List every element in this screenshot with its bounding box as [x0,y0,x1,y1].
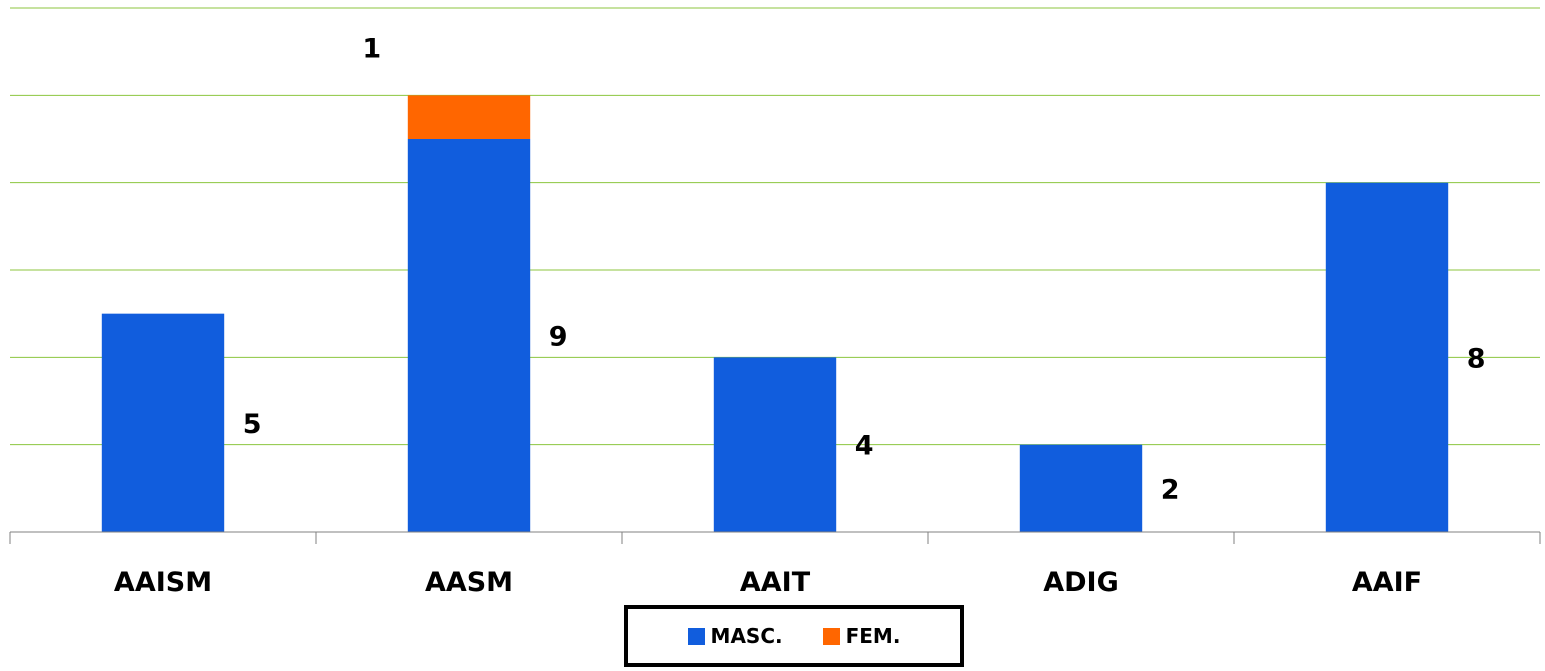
data-label: 1 [362,33,381,64]
bar-masc-aasm [407,139,531,532]
x-axis [9,531,1541,544]
category-label-aaif: AAIF [1352,567,1422,598]
bar-masc-adig [1019,444,1143,532]
bar-masc-aaif [1325,182,1449,532]
data-label: 4 [855,431,874,462]
bars [101,95,1449,532]
bar-fem-aasm [407,95,531,139]
data-label: 2 [1161,474,1180,505]
category-label-aaism: AAISM [114,567,212,598]
bar-masc-aaism [101,313,225,532]
category-label-aait: AAIT [740,567,811,598]
data-label: 5 [243,409,262,440]
category-label-adig: ADIG [1043,567,1119,598]
legend-swatch-fem [822,627,840,645]
bar-masc-aait [713,357,837,532]
legend-swatch-masc [687,627,705,645]
legend-item-masc: MASC. [687,624,783,648]
category-label-aasm: AASM [425,567,513,598]
legend-label-masc: MASC. [710,624,783,648]
legend-label-fem: FEM. [845,624,901,648]
data-labels: 5 9 4 2 8 1 [243,33,1486,505]
data-label: 9 [549,322,568,353]
gridlines [10,7,1540,446]
data-label: 8 [1467,343,1486,374]
legend-item-fem: FEM. [822,624,901,648]
category-labels: AAISM AASM AAIT ADIG AAIF [114,567,1422,598]
legend: MASC. FEM. [624,605,964,667]
